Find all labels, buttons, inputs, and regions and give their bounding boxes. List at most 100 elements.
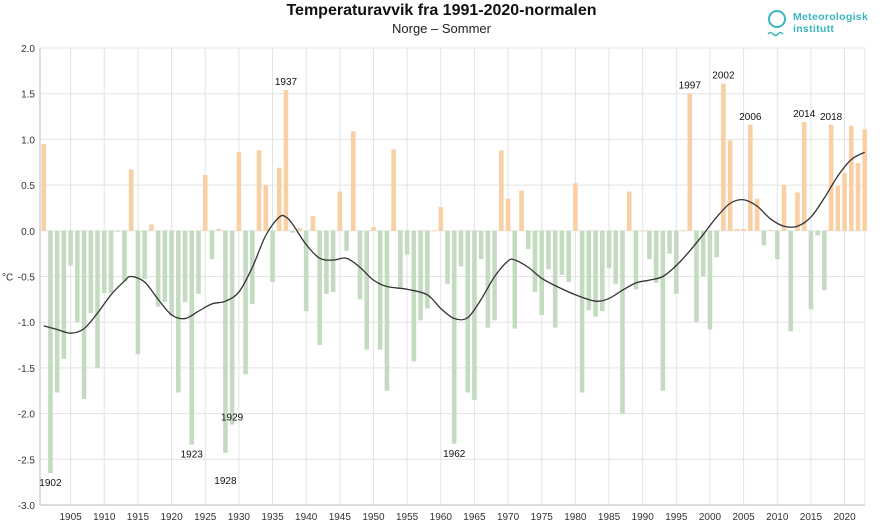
bar-1994 [667, 230, 672, 254]
bar-1983 [593, 230, 598, 317]
bar-1999 [700, 230, 706, 277]
bar-1913 [122, 230, 127, 282]
bar-1904 [61, 230, 67, 359]
bar-1927 [216, 228, 221, 231]
bar-1941 [310, 216, 316, 231]
bar-1949 [364, 230, 370, 350]
bar-1985 [606, 230, 612, 269]
x-tick-label: 1970 [497, 512, 520, 523]
y-tick-label: 0.5 [21, 181, 35, 192]
bar-1903 [54, 230, 60, 393]
bar-1951 [377, 230, 383, 350]
bar-1942 [317, 230, 322, 346]
bar-1961 [445, 230, 450, 284]
bar-1963 [458, 230, 464, 267]
bar-1989 [633, 230, 639, 290]
bar-1925 [202, 175, 208, 231]
bar-2005 [741, 228, 746, 231]
met-logo: Meteorologisk institutt [765, 8, 880, 40]
bar-1920 [169, 230, 174, 316]
bar-1993 [660, 230, 666, 391]
bar-1988 [626, 191, 632, 231]
bar-1945 [337, 191, 343, 231]
bar-1972 [519, 190, 524, 231]
y-tick-label: -3.0 [18, 501, 36, 512]
bar-2022 [855, 163, 861, 231]
bar-1928 [223, 230, 228, 453]
year-annotation-1928: 1928 [214, 476, 237, 487]
x-tick-label: 1960 [430, 512, 453, 523]
bar-1922 [182, 230, 188, 303]
bar-1967 [485, 230, 491, 328]
bar-1990 [640, 230, 645, 232]
bar-1970 [505, 198, 511, 231]
chart-subtitle: Norge – Sommer [392, 21, 491, 36]
bar-1934 [263, 185, 269, 231]
bar-1954 [398, 230, 403, 288]
x-tick-label: 2005 [732, 512, 755, 523]
bar-2023 [862, 129, 868, 231]
x-tick-label: 1955 [396, 512, 419, 523]
x-tick-label: 2000 [699, 512, 722, 523]
bar-1977 [552, 230, 558, 328]
bar-1959 [431, 230, 437, 232]
bar-1955 [404, 230, 410, 255]
x-tick-label: 2015 [800, 512, 823, 523]
logo-line1: Meteorologisk [793, 11, 869, 23]
bar-1992 [653, 230, 659, 283]
bar-1962 [451, 230, 457, 444]
y-tick-label: 1.5 [21, 90, 35, 101]
bar-1950 [371, 227, 376, 231]
x-tick-label: 1965 [463, 512, 486, 523]
y-tick-label: 2.0 [21, 44, 35, 55]
logo-line2: institutt [793, 23, 835, 35]
bar-1902 [48, 230, 53, 474]
bar-1914 [128, 169, 134, 231]
bar-1987 [620, 230, 625, 414]
bar-1943 [324, 230, 329, 294]
logo-icon [767, 10, 786, 37]
x-tick-label: 1950 [362, 512, 385, 523]
bar-1901 [41, 143, 46, 231]
bar-1939 [297, 228, 302, 231]
year-annotation-1962: 1962 [443, 449, 466, 460]
year-annotation-1929: 1929 [221, 413, 244, 424]
x-tick-label: 1995 [665, 512, 688, 523]
bar-1917 [149, 224, 154, 231]
bar-1975 [539, 230, 545, 315]
y-tick-label: 0.0 [21, 227, 35, 238]
bar-1980 [573, 183, 578, 231]
bar-1944 [330, 230, 336, 293]
year-annotation-1902: 1902 [39, 478, 62, 489]
bar-1978 [559, 230, 565, 275]
bar-2021 [849, 125, 854, 231]
bar-1908 [88, 230, 94, 314]
bar-1957 [418, 230, 423, 321]
year-annotation-2002: 2002 [712, 71, 735, 82]
bar-1997 [687, 93, 693, 231]
smoothed-trend-line [43, 151, 866, 334]
x-tick-label: 1990 [632, 512, 655, 523]
bar-1982 [586, 230, 592, 311]
bar-1940 [303, 230, 309, 312]
bar-1952 [384, 230, 390, 391]
bar-1966 [478, 230, 484, 260]
y-tick-label: -2.5 [18, 455, 36, 466]
bar-1905 [68, 230, 73, 266]
y-tick-label: -1.5 [18, 364, 36, 375]
bar-1918 [155, 230, 161, 307]
bar-1929 [229, 230, 235, 425]
bar-2015 [808, 230, 814, 310]
bar-1947 [350, 131, 356, 231]
bar-1911 [108, 230, 114, 293]
bar-1919 [162, 230, 168, 303]
bar-1979 [566, 230, 571, 282]
x-tick-label: 1920 [160, 512, 183, 523]
bar-1921 [176, 230, 181, 393]
bar-1958 [425, 230, 430, 309]
bar-1938 [290, 230, 296, 233]
x-tick-label: 1925 [194, 512, 217, 523]
chart-title: Temperaturavvik fra 1991-2020-normalen [286, 2, 597, 19]
